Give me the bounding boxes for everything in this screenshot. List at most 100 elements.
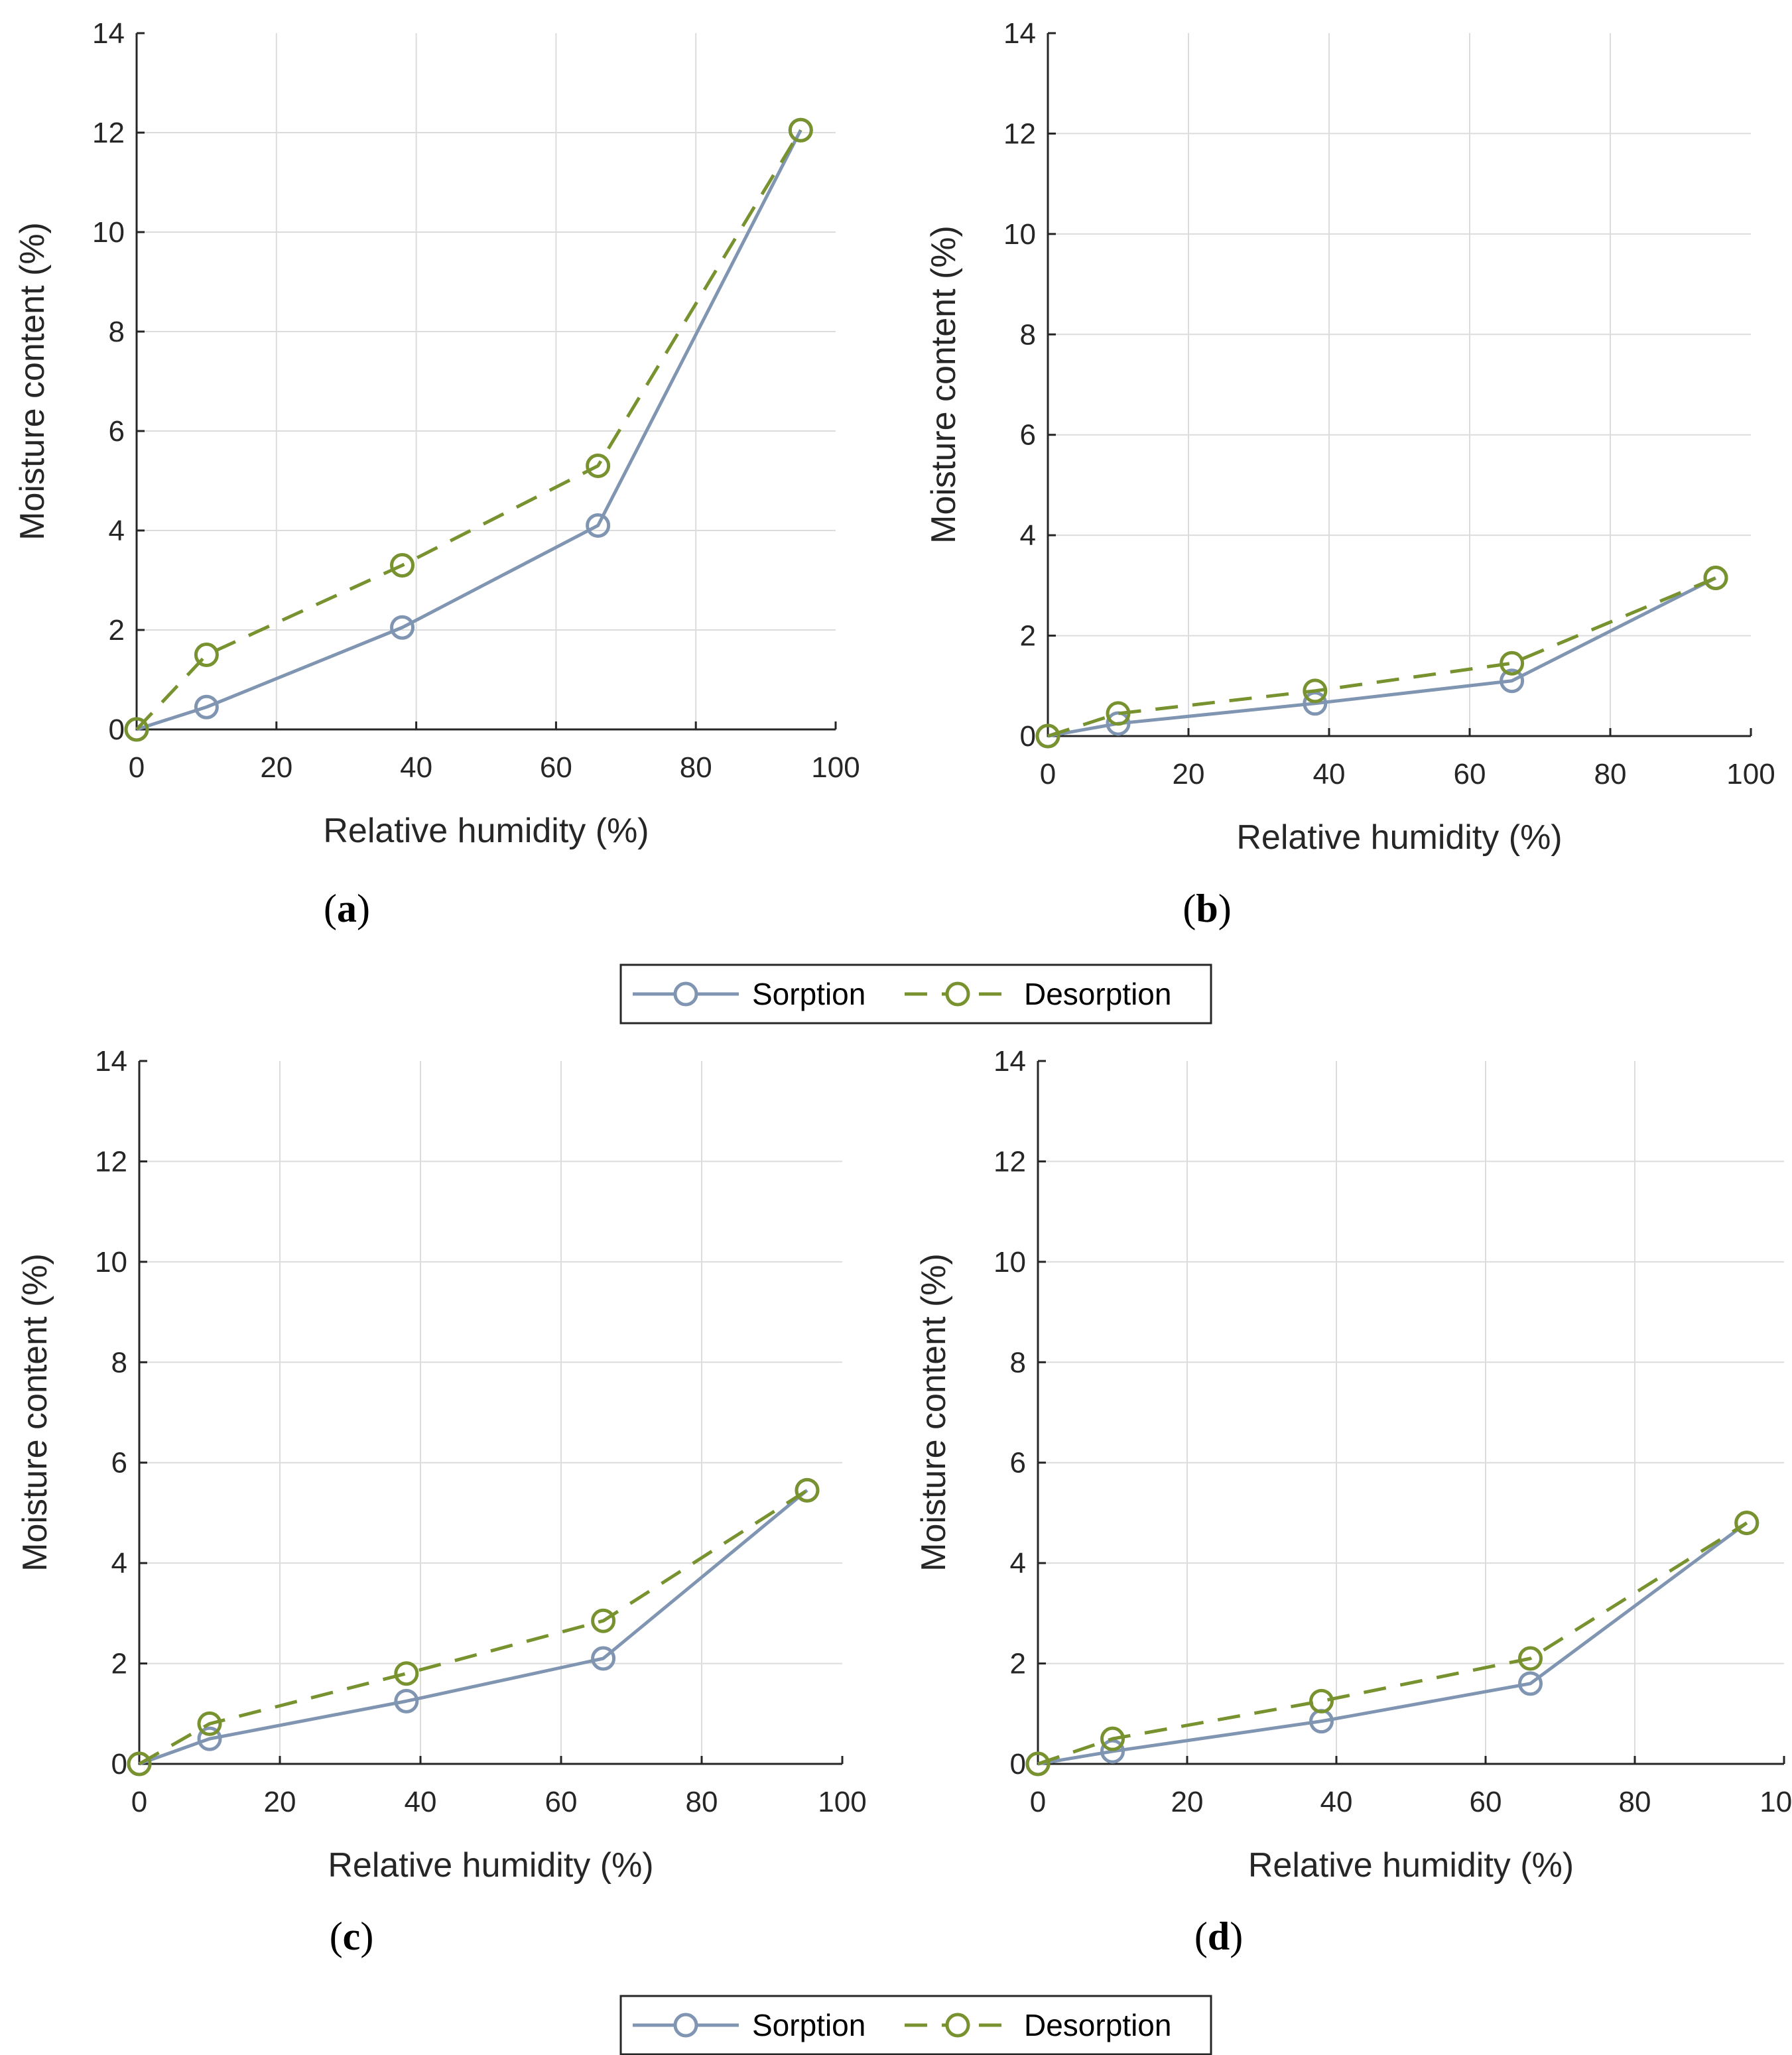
y-tick-label: 0 [1010, 1748, 1026, 1780]
x-tick-label: 60 [540, 751, 572, 784]
x-axis-label: Relative humidity (%) [328, 1846, 653, 1885]
legend-desorption-label: Desorption [1024, 2008, 1171, 2042]
x-tick-label: 0 [129, 751, 145, 784]
sorption-point [194, 694, 219, 719]
y-tick-label: 4 [109, 515, 125, 547]
panel-c: 0 20 40 60 80 100 0 2 4 6 8 10 12 14 Relative humidity… [16, 1045, 867, 1958]
panel-a: 0 20 40 60 80 100 0 2 4 6 8 10 12 14 Relative humidity… [13, 17, 860, 930]
x-tick-label: 80 [1619, 1786, 1651, 1818]
legend-sorption-label: Sorption [752, 977, 865, 1011]
x-tick-label: 100 [818, 1786, 866, 1818]
x-tick-label: 40 [1320, 1786, 1353, 1818]
desorption-point [127, 1751, 152, 1776]
axes [135, 33, 836, 731]
y-tick-label: 12 [1003, 117, 1036, 150]
y-tick-label: 10 [95, 1246, 127, 1278]
sorption-line [139, 1489, 808, 1766]
sorption-line [136, 129, 802, 731]
axes [1047, 33, 1751, 737]
legend-desorption-marker [945, 981, 970, 1007]
x-tick-label: 100 [1760, 1786, 1792, 1818]
x-tick-label: 80 [1594, 758, 1627, 790]
y-tick-label: 6 [1020, 419, 1036, 452]
desorption-point [390, 553, 415, 578]
sorption-point [1106, 711, 1131, 736]
panel-label: (b) [1183, 887, 1231, 930]
sorption-point [586, 513, 611, 538]
desorption-point [124, 717, 149, 742]
desorption-point [197, 1711, 222, 1736]
desorption-point [394, 1661, 419, 1686]
axes [138, 1061, 842, 1765]
sorption-point [1303, 691, 1328, 716]
y-tick-label: 14 [1003, 17, 1036, 50]
sorption-line [1047, 576, 1717, 738]
x-tick-label: 40 [1313, 758, 1346, 790]
desorption-point [788, 117, 813, 143]
panel-label: (c) [330, 1914, 374, 1958]
sorption-point [591, 1646, 616, 1671]
x-tick-label: 60 [545, 1786, 578, 1818]
desorption-point [591, 1608, 616, 1633]
y-tick-label: 4 [1010, 1547, 1026, 1580]
y-tick-label: 6 [109, 415, 125, 448]
y-axis-label: Moisture content (%) [925, 225, 963, 544]
x-tick-label: 60 [1470, 1786, 1502, 1818]
panel-d: 0 20 40 60 80 100 0 2 4 6 8 10 12 14 Relative humidity… [915, 1045, 1792, 1958]
x-axis-label: Relative humidity (%) [323, 812, 649, 850]
desorption-point [1734, 1511, 1760, 1536]
y-tick-label: 10 [1003, 218, 1036, 251]
x-axis-label: Relative humidity (%) [1248, 1846, 1574, 1885]
desorption-point [1100, 1726, 1125, 1751]
sorption-point [390, 615, 415, 640]
desorption-point [1703, 566, 1728, 590]
y-tick-label: 8 [109, 316, 125, 348]
desorption-line [1047, 576, 1716, 738]
y-axis-label: Moisture content (%) [915, 1253, 953, 1572]
desorption-point [1518, 1646, 1543, 1671]
y-tick-label: 12 [993, 1145, 1026, 1178]
y-tick-label: 12 [95, 1145, 127, 1178]
y-tick-label: 4 [111, 1547, 127, 1580]
x-tick-label: 40 [405, 1786, 437, 1818]
desorption-line [1037, 1521, 1748, 1766]
y-tick-label: 4 [1020, 519, 1036, 552]
legend-sorption-label: Sorption [752, 2008, 865, 2042]
y-tick-label: 2 [109, 614, 125, 647]
x-tick-label: 20 [260, 751, 292, 784]
y-tick-label: 6 [1010, 1447, 1026, 1479]
desorption-point [1309, 1688, 1334, 1713]
legend-1: Sorption Desorption [619, 964, 1212, 1025]
y-tick-label: 10 [92, 216, 125, 249]
x-tick-label: 0 [1030, 1786, 1046, 1818]
legend-desorption-marker [945, 2013, 970, 2038]
y-tick-label: 8 [111, 1346, 127, 1379]
y-tick-label: 0 [111, 1748, 127, 1780]
desorption-point [795, 1477, 820, 1503]
desorption-point [1035, 723, 1060, 749]
y-tick-label: 12 [92, 117, 125, 149]
desorption-point [194, 643, 219, 667]
x-tick-label: 20 [1171, 1786, 1204, 1818]
legend-sorption-marker [673, 2013, 698, 2038]
sorption-point [1100, 1739, 1125, 1764]
legend-2: Sorption Desorption [619, 1995, 1212, 2055]
y-tick-label: 6 [111, 1447, 127, 1479]
sorption-point [1518, 1671, 1543, 1696]
sorption-point [394, 1688, 419, 1713]
y-tick-label: 0 [1020, 720, 1036, 753]
y-tick-label: 0 [109, 714, 125, 746]
y-tick-label: 14 [993, 1045, 1026, 1078]
x-tick-label: 40 [400, 751, 432, 784]
panel-label: (a) [324, 887, 370, 930]
y-tick-label: 8 [1010, 1346, 1026, 1379]
y-tick-label: 2 [1020, 620, 1036, 653]
y-axis-label: Moisture content (%) [16, 1253, 54, 1572]
y-tick-label: 2 [1010, 1648, 1026, 1680]
sorption-line [1037, 1521, 1748, 1766]
x-tick-label: 80 [686, 1786, 718, 1818]
x-tick-label: 20 [1173, 758, 1205, 790]
y-tick-label: 10 [993, 1246, 1026, 1278]
y-tick-label: 14 [95, 1045, 127, 1078]
